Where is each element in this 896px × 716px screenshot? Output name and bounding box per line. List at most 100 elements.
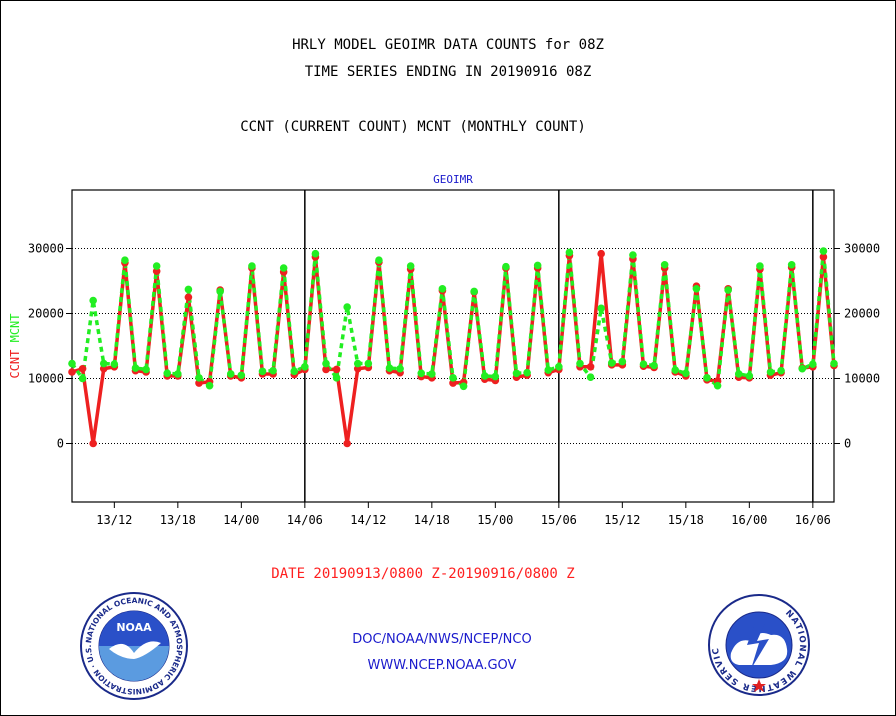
data-point-mcnt <box>618 357 627 366</box>
data-point-mcnt <box>121 256 129 265</box>
data-point-mcnt <box>724 286 732 294</box>
x-tick-label: 14/00 <box>223 513 259 527</box>
data-point-mcnt <box>449 374 457 382</box>
org-label: DOC/NOAA/NWS/NCEP/NCO <box>352 632 532 647</box>
data-point-ccnt <box>353 364 362 373</box>
data-point-mcnt <box>480 372 489 380</box>
data-point-mcnt <box>819 247 828 255</box>
series-line-ccnt <box>71 251 836 446</box>
website-label: WWW.NCEP.NOAA.GOV <box>367 658 517 673</box>
data-point-mcnt <box>597 304 605 313</box>
data-point-mcnt <box>713 381 722 390</box>
data-point-mcnt <box>703 374 711 382</box>
data-point-mcnt <box>343 303 351 311</box>
data-point-mcnt <box>586 373 595 382</box>
data-point-ccnt <box>99 364 108 373</box>
data-point-mcnt <box>533 261 542 270</box>
y-tick-label-right: 20000 <box>844 307 880 321</box>
data-point-mcnt <box>491 372 500 381</box>
data-point-mcnt <box>830 359 838 368</box>
chart-title-line1: HRLY MODEL GEOIMR DATA COUNTS for 08Z <box>292 37 604 53</box>
data-point-mcnt <box>650 361 658 370</box>
data-point-mcnt <box>110 360 119 369</box>
data-point-mcnt <box>322 359 330 368</box>
x-tick-label: 15/00 <box>477 513 513 527</box>
data-point-mcnt <box>385 364 394 372</box>
lightning-icon <box>747 623 769 669</box>
data-point-mcnt <box>78 374 87 383</box>
chart-title-line2: TIME SERIES ENDING IN 20190916 08Z <box>304 64 592 80</box>
data-point-mcnt <box>523 368 531 377</box>
data-point-mcnt <box>68 359 76 368</box>
data-point-mcnt <box>142 365 150 374</box>
y-axis-label-mcnt: MCNT <box>8 313 22 342</box>
data-point-ccnt <box>78 364 87 373</box>
y-tick-label-left: 30000 <box>28 242 64 256</box>
data-point-mcnt <box>639 360 648 369</box>
x-tick-label: 14/12 <box>350 513 386 527</box>
data-point-ccnt <box>68 368 76 376</box>
data-point-mcnt <box>332 374 341 382</box>
data-point-mcnt <box>766 368 775 376</box>
data-point-mcnt <box>89 296 97 305</box>
data-point-mcnt <box>459 382 468 391</box>
data-point-mcnt <box>248 262 256 270</box>
data-point-mcnt <box>660 260 669 269</box>
data-point-mcnt <box>301 363 309 371</box>
x-tick-label: 13/12 <box>96 513 132 527</box>
data-point-ccnt <box>449 379 457 387</box>
data-point-mcnt <box>226 370 235 378</box>
data-point-ccnt <box>597 249 605 258</box>
y-tick-label-right: 30000 <box>844 242 880 256</box>
plot-title: GEOIMR <box>433 173 473 186</box>
star-icon <box>752 679 766 692</box>
y-tick-label-right: 10000 <box>844 372 880 386</box>
plot-area-border <box>71 189 835 503</box>
data-point-ccnt <box>819 253 828 261</box>
x-tick-label: 15/18 <box>668 513 704 527</box>
data-point-ccnt <box>586 363 595 371</box>
data-point-mcnt <box>99 359 108 368</box>
x-tick-label: 16/00 <box>731 513 767 527</box>
data-point-mcnt <box>671 366 680 374</box>
data-point-mcnt <box>396 364 404 373</box>
data-point-mcnt <box>682 369 690 378</box>
x-tick-label: 14/06 <box>287 513 323 527</box>
data-point-mcnt <box>809 360 817 369</box>
data-point-mcnt <box>798 364 807 373</box>
y-tick-label-left: 10000 <box>28 372 64 386</box>
data-point-ccnt <box>184 293 193 302</box>
chart-subtitle: CCNT (CURRENT COUNT) MCNT (MONTHLY COUNT… <box>240 119 586 135</box>
data-point-mcnt <box>512 369 521 378</box>
data-point-mcnt <box>174 370 182 378</box>
data-point-mcnt <box>502 262 510 271</box>
x-tick-label: 15/06 <box>541 513 577 527</box>
bird-icon <box>109 641 161 659</box>
data-point-mcnt <box>787 260 796 269</box>
data-point-mcnt <box>269 366 277 375</box>
data-point-mcnt <box>163 369 172 378</box>
data-point-mcnt <box>353 359 362 368</box>
data-point-mcnt <box>205 381 214 390</box>
data-point-ccnt <box>195 379 203 387</box>
noaa-logo: NATIONAL OCEANIC AND ATMOSPHERIC ADMINIS… <box>79 591 188 700</box>
data-point-mcnt <box>607 359 616 367</box>
data-point-mcnt <box>777 366 785 375</box>
y-axis-label-ccnt: CCNT <box>8 342 22 378</box>
data-point-mcnt <box>756 262 764 270</box>
noaa-logo-name: NOAA <box>116 621 152 634</box>
data-point-mcnt <box>131 364 140 372</box>
data-point-mcnt <box>544 366 553 374</box>
data-point-mcnt <box>216 287 224 296</box>
x-tick-label: 15/12 <box>604 513 640 527</box>
data-point-mcnt <box>290 367 299 376</box>
data-point-mcnt <box>734 370 743 378</box>
nws-logo: NATIONAL WEATHER SERVICE <box>707 593 810 696</box>
data-point-ccnt <box>332 365 341 374</box>
data-point-mcnt <box>184 285 193 294</box>
y-tick-label-left: 0 <box>57 437 64 451</box>
data-point-mcnt <box>258 367 267 376</box>
data-point-mcnt <box>237 371 246 380</box>
data-point-ccnt <box>89 439 97 448</box>
